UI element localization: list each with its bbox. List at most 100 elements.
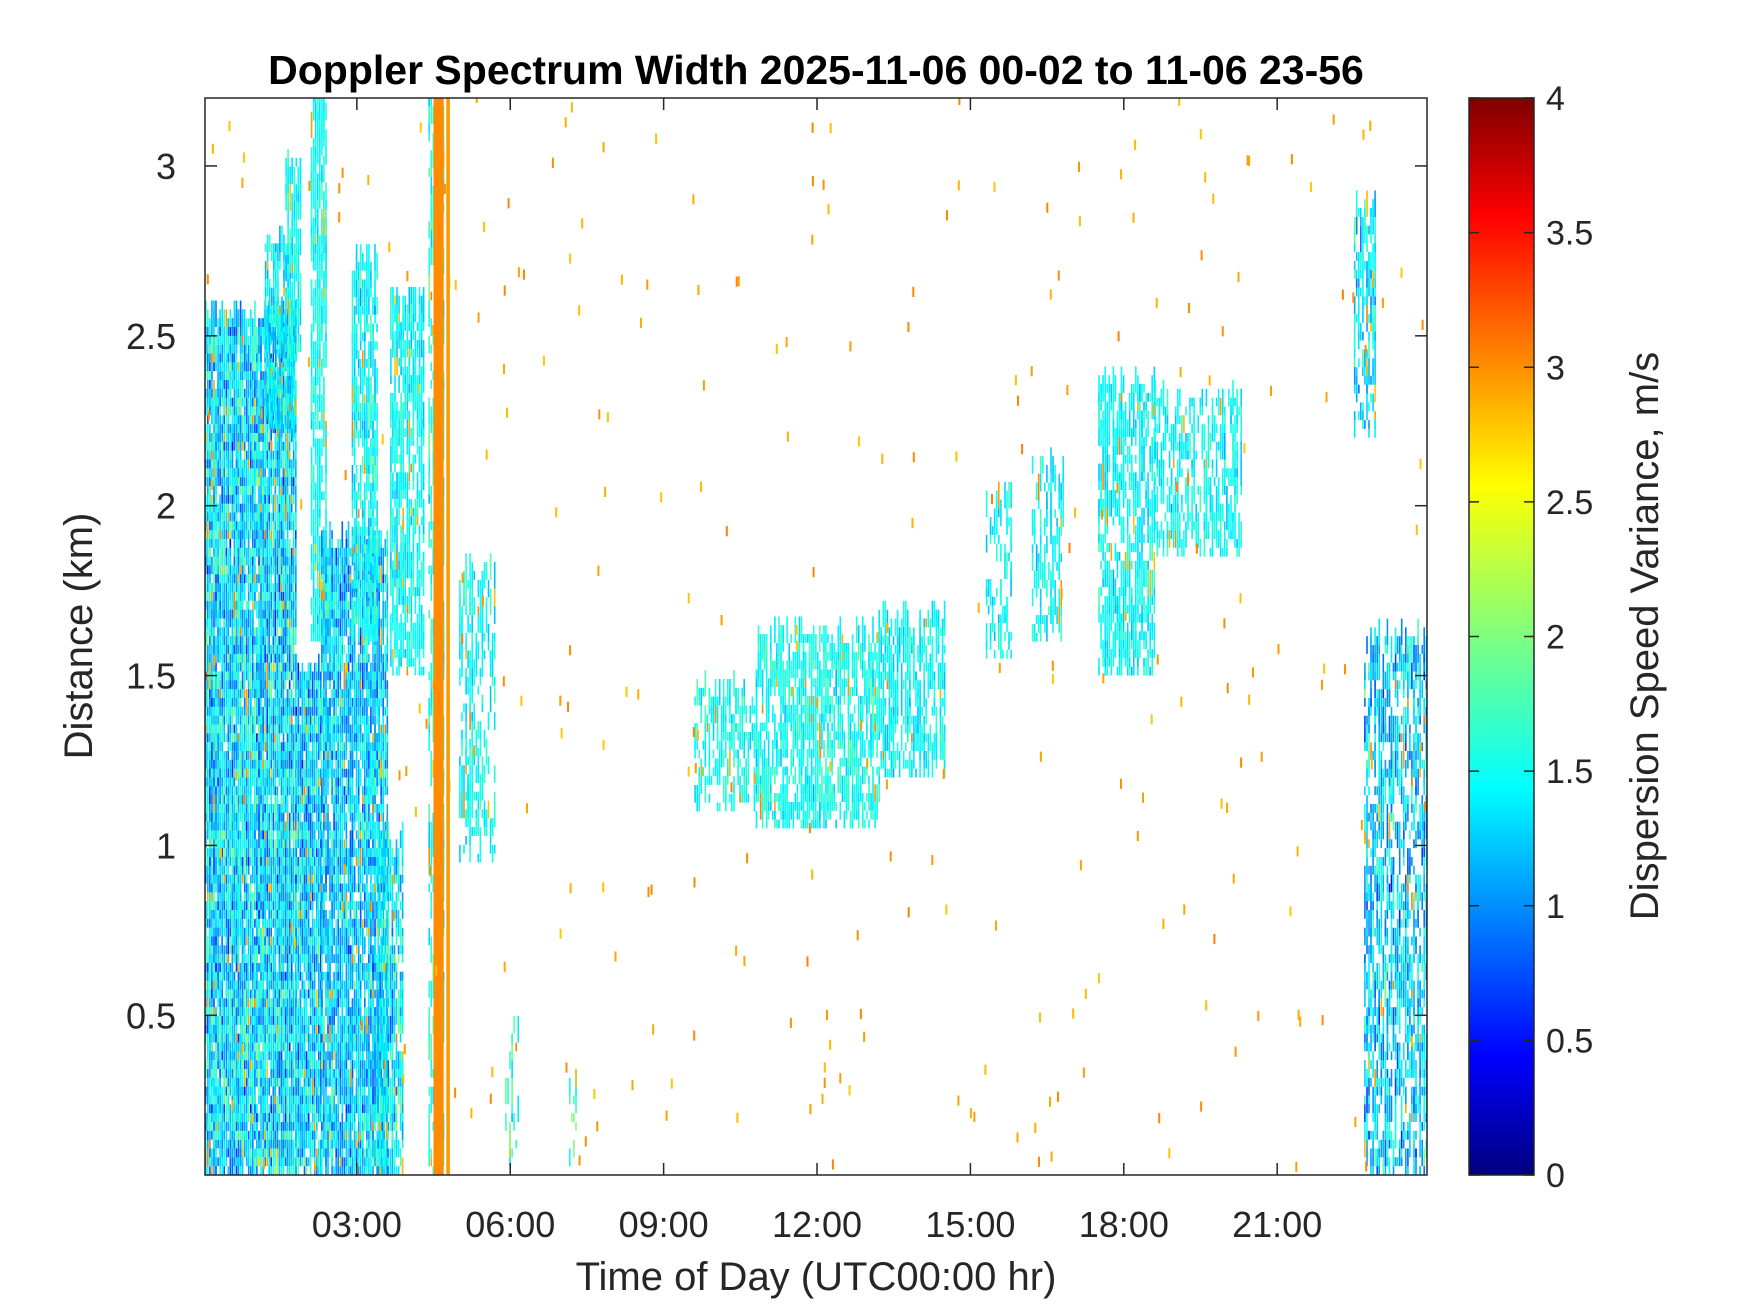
heatmap-cell-r0 [219,1122,221,1131]
heatmap-cell-r0 [217,353,219,363]
heatmap-cell-r1 [303,901,306,919]
heatmap-cell-r0 [264,645,266,663]
heatmap-cell-r1 [301,1051,304,1061]
heatmap-cell-r4 [310,297,313,306]
heatmap-cell-r2 [283,269,285,288]
heatmap-cell-r2 [273,420,275,429]
heatmap-cell-r0 [282,901,285,910]
heatmap-cell-r5 [321,874,323,884]
heatmap-cell-r0 [215,609,217,619]
heatmap-cell-r2 [283,331,285,359]
heatmap-cell-r4 [314,120,317,130]
heatmap-cell-r0 [227,1069,230,1087]
heatmap-cell-r0 [286,724,289,743]
heatmap-cell-r0 [227,450,230,460]
heatmap-cell-r0 [237,494,240,504]
heatmap-cell-r0 [209,777,211,804]
heatmap-cell-r4 [312,473,315,483]
heatmap-cell-r0 [286,1033,289,1043]
heatmap-cell-r0 [290,609,293,619]
heatmap-cell-r1 [311,874,314,893]
heatmap-cell-r0 [278,874,281,893]
heatmap-cell-r1 [305,918,308,928]
heatmap-cell-r0 [219,971,221,999]
heatmap-cell-r0 [233,874,236,884]
heatmap-cell-r0 [219,751,221,769]
heatmap-cell-r4 [325,447,327,465]
heatmap-cell-r1 [318,706,320,716]
heatmap-cell-r0 [262,963,264,972]
heatmap-cell-r0 [258,1042,260,1061]
heatmap-cell-r0 [260,1007,262,1025]
heatmap-cell-r1 [318,1042,320,1052]
chart-title: Doppler Spectrum Width 2025-11-06 00-02 … [268,47,1364,93]
heatmap-cell-r0 [241,503,244,522]
heatmap-cell-r0 [205,1007,207,1016]
heatmap-cell-r0 [252,521,254,548]
heatmap-cell-r0 [295,327,297,345]
heatmap-cell-r0 [245,733,248,751]
heatmap-cell-r0 [243,388,246,407]
heatmap-cell-r0 [262,318,264,336]
heatmap-cell-r0 [274,512,277,531]
heatmap-cell-r0 [280,1007,283,1025]
heatmap-cell-r1 [313,786,316,796]
heatmap-cell-r0 [252,406,254,416]
heatmap-cell-r1 [301,1024,304,1034]
heatmap-cell-r2 [277,243,279,253]
heatmap-cell-r0 [205,636,207,654]
heatmap-cell-r0 [213,645,215,654]
heatmap-cell-r1 [313,892,316,902]
heatmap-cell-r0 [254,415,256,433]
heatmap-cell-r0 [243,1086,246,1105]
heatmap-cell-r0 [207,1095,209,1114]
heatmap-cell-r1 [316,945,318,963]
heatmap-cell-r0 [235,300,238,327]
heatmap-cell-r1 [311,989,314,999]
heatmap-cell-r0 [270,1139,272,1158]
heatmap-cell-r0 [231,698,234,707]
heatmap-cell-r0 [270,1016,272,1034]
heatmap-cell-r0 [233,830,236,849]
heatmap-cell-r0 [260,397,262,407]
heatmap-cell-r0 [219,901,221,910]
heatmap-cell-r0 [268,1148,270,1167]
heatmap-cell-r0 [280,680,283,690]
heatmap-cell-r0 [219,530,221,548]
heatmap-cell-r0 [207,1139,209,1167]
heatmap-cell-r0 [278,1016,281,1034]
heatmap-cell-r0 [245,636,248,645]
heatmap-cell-r2 [287,402,289,412]
heatmap-cell-r0 [241,397,244,407]
heatmap-cell-r3 [291,202,293,220]
heatmap-cell-r0 [282,397,285,416]
heatmap-cell-r0 [207,415,209,425]
heatmap-cell-r1 [307,918,310,928]
heatmap-cell-r0 [227,883,230,902]
heatmap-cell-r0 [268,477,270,486]
heatmap-cell-r0 [235,547,238,566]
heatmap-cell-r0 [213,459,215,469]
heatmap-cell-r0 [225,865,228,875]
heatmap-cell-r0 [280,1086,283,1096]
heatmap-cell-r2 [275,384,277,412]
heatmap-cell-r0 [245,874,248,893]
heatmap-cell-r0 [288,512,291,531]
heatmap-cell-r4 [312,491,315,501]
heatmap-cell-r0 [264,530,266,539]
heatmap-cell-r0 [211,636,213,645]
heatmap-cell-r0 [217,698,219,707]
heatmap-cell-r0 [211,503,213,513]
heatmap-cell-r0 [258,1016,260,1043]
heatmap-cell-r0 [282,1122,285,1131]
heatmap-cell-r0 [274,1157,277,1175]
heatmap-cell-r0 [276,1148,279,1175]
heatmap-cell-r0 [243,1051,246,1061]
heatmap-cell-r0 [215,512,217,522]
heatmap-cell-r0 [209,344,211,354]
heatmap-cell-r0 [292,1007,295,1025]
heatmap-cell-r0 [217,812,219,822]
heatmap-cell-r0 [209,636,211,654]
heatmap-cell-r0 [258,1086,260,1096]
heatmap-cell-r2 [285,375,287,394]
